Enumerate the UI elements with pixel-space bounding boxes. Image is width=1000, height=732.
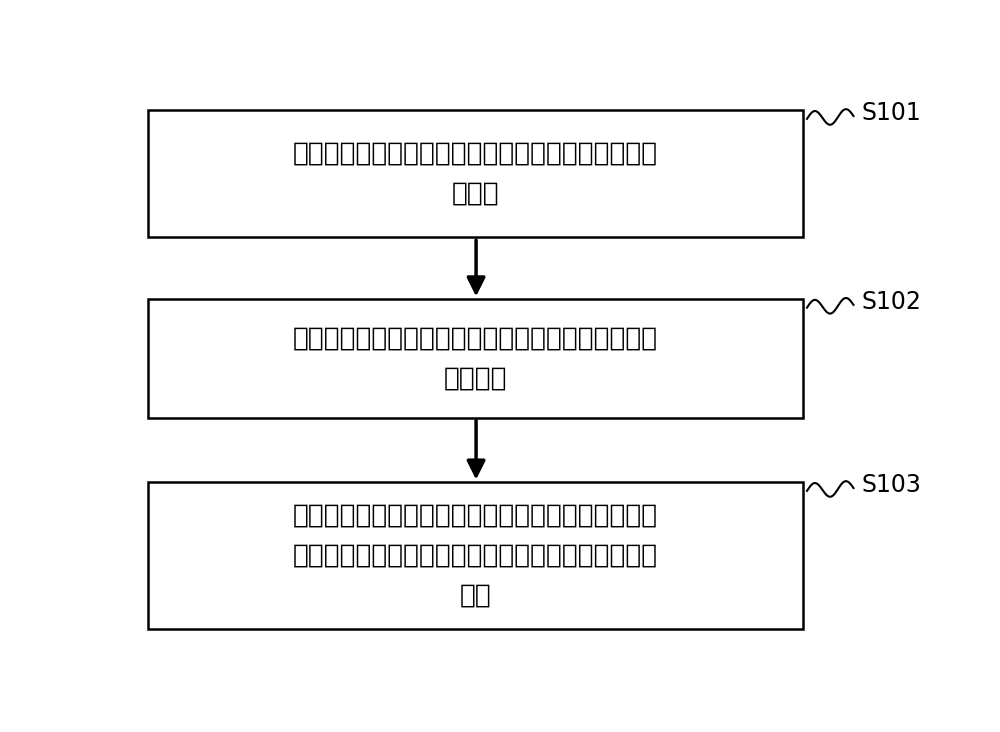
- Text: 获取所述一次重建三维图像中各像素点被反投影的次
数，根据各像素点被反投影的次数得出二次重建三维
图像: 获取所述一次重建三维图像中各像素点被反投影的次 数，根据各像素点被反投影的次数得…: [293, 503, 658, 609]
- Bar: [148, 299, 803, 417]
- Bar: [148, 482, 803, 629]
- Bar: [148, 111, 803, 237]
- Text: S103: S103: [861, 473, 921, 497]
- Text: S102: S102: [861, 290, 921, 314]
- Text: 在射线源沿圆轨道旋转过程中，等间隔采集物体的投
影数据: 在射线源沿圆轨道旋转过程中，等间隔采集物体的投 影数据: [293, 141, 658, 207]
- Text: 对所述投影数据进行滤波反投影重建，得到一次重建
三维图像: 对所述投影数据进行滤波反投影重建，得到一次重建 三维图像: [293, 326, 658, 392]
- Text: S101: S101: [861, 101, 921, 125]
